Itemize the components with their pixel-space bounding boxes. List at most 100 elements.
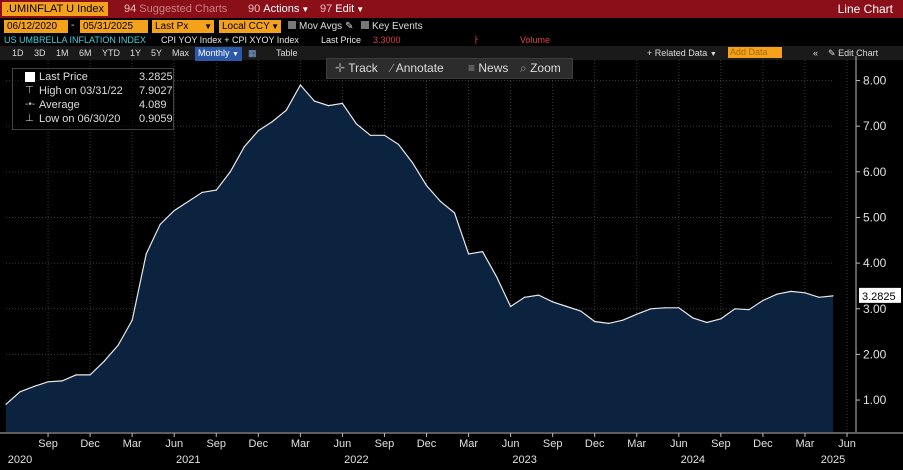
x-tick-label: Dec bbox=[80, 438, 100, 450]
controls-bar: 06/12/2020 - 05/31/2025 Last Px ▼ Local C… bbox=[0, 19, 903, 34]
period-3d[interactable]: 3D bbox=[34, 48, 46, 58]
y-tick-label: 8.00 bbox=[863, 74, 887, 88]
series-info-bar: US UMBRELLA INFLATION INDEX CPI YOY Inde… bbox=[0, 35, 903, 46]
data-point bbox=[510, 305, 512, 308]
table-view-button[interactable]: Table bbox=[276, 48, 298, 58]
news-button[interactable]: ≡ News bbox=[468, 61, 508, 76]
field-select[interactable]: Last Px ▼ bbox=[152, 20, 214, 33]
legend-high-value: 7.9027 bbox=[139, 85, 173, 97]
data-point bbox=[411, 162, 414, 164]
data-point bbox=[678, 307, 680, 309]
data-point bbox=[762, 299, 764, 302]
data-point bbox=[439, 200, 442, 203]
x-tick-label: Mar bbox=[795, 438, 814, 450]
mov-avgs-toggle[interactable]: Mov Avgs ✎ bbox=[288, 21, 354, 33]
data-point bbox=[159, 223, 161, 225]
period-6m[interactable]: 6M bbox=[79, 48, 92, 58]
collapse-icon[interactable]: « bbox=[813, 48, 819, 58]
period-max[interactable]: Max bbox=[172, 48, 190, 58]
start-date-field[interactable]: 06/12/2020 bbox=[4, 20, 68, 33]
x-tick-label: Dec bbox=[753, 438, 773, 450]
data-point bbox=[790, 290, 792, 292]
legend-high-label: High on 03/31/22 bbox=[39, 85, 123, 97]
actions-label: Actions bbox=[263, 3, 300, 15]
data-point bbox=[692, 317, 694, 319]
x-tick-label: Mar bbox=[291, 438, 310, 450]
data-point bbox=[327, 105, 329, 107]
suggested-charts-number: 94 bbox=[124, 3, 137, 15]
currency-select[interactable]: Local CCY ▼ bbox=[219, 20, 281, 33]
period-1d[interactable]: 1D bbox=[12, 48, 24, 58]
series-area bbox=[6, 85, 833, 432]
data-point bbox=[720, 318, 722, 320]
edit-chart-button[interactable]: ✎ Edit Chart bbox=[828, 47, 878, 59]
x-tick-label: Jun bbox=[670, 438, 688, 450]
pencil-icon: ✎ bbox=[345, 21, 354, 32]
x-tick-label: Mar bbox=[627, 438, 646, 450]
edit-menu[interactable]: 97 Edit ▼ bbox=[320, 2, 364, 17]
data-point bbox=[19, 391, 21, 393]
actions-number: 90 bbox=[248, 3, 261, 15]
period-5y[interactable]: 5Y bbox=[151, 48, 163, 58]
x-year-label: 2025 bbox=[821, 454, 845, 466]
key-events-toggle[interactable]: Key Events bbox=[361, 21, 423, 33]
related-data-button[interactable]: + Related Data ▼ bbox=[647, 47, 717, 61]
end-date-field[interactable]: 05/31/2025 bbox=[80, 20, 148, 33]
suggested-charts-label: Suggested Charts bbox=[139, 3, 228, 15]
legend-average: -•- Average 4.089 bbox=[13, 98, 173, 112]
data-point bbox=[496, 276, 498, 278]
data-point bbox=[580, 310, 582, 312]
data-point bbox=[706, 321, 708, 324]
data-point bbox=[47, 381, 49, 383]
data-point bbox=[622, 319, 624, 321]
data-point bbox=[832, 295, 834, 297]
actions-chevron-icon: ▼ bbox=[301, 5, 310, 14]
actions-menu[interactable]: 90 Actions ▼ bbox=[248, 2, 309, 17]
data-point bbox=[524, 296, 526, 298]
y-tick-label: 6.00 bbox=[863, 165, 887, 179]
currency-select-value: Local CCY bbox=[222, 21, 270, 32]
data-point bbox=[285, 109, 287, 111]
zoom-icon: ⌕ bbox=[520, 61, 527, 75]
x-tick-label: Jun bbox=[502, 438, 520, 450]
chart-view-icon[interactable]: ▦ bbox=[248, 48, 257, 58]
data-point bbox=[173, 210, 175, 212]
zoom-button[interactable]: ⌕ Zoom bbox=[520, 61, 561, 76]
period-1y[interactable]: 1Y bbox=[130, 48, 142, 58]
x-tick-label: Sep bbox=[206, 438, 226, 450]
track-button[interactable]: ✛ Track bbox=[335, 61, 378, 76]
frequency-value: Monthly bbox=[198, 48, 230, 58]
date-separator: - bbox=[71, 20, 75, 31]
legend-last-price-label: Last Price bbox=[39, 71, 88, 83]
x-tick-label: Sep bbox=[711, 438, 731, 450]
data-point bbox=[594, 320, 596, 323]
suggested-charts-menu[interactable]: 94 Suggested Charts bbox=[124, 2, 227, 16]
frequency-select[interactable]: Monthly ▼ bbox=[195, 47, 242, 61]
currency-chevron-icon: ▼ bbox=[271, 22, 279, 31]
news-label: News bbox=[478, 61, 509, 75]
data-point bbox=[299, 84, 301, 86]
data-point bbox=[33, 385, 35, 387]
last-price-info-value: 3.3000 bbox=[373, 35, 401, 45]
data-point bbox=[748, 309, 750, 311]
annotate-label: Annotate bbox=[395, 61, 444, 75]
x-tick-label: Mar bbox=[459, 438, 478, 450]
data-point bbox=[215, 189, 217, 191]
y-tick-label: 3.00 bbox=[863, 302, 887, 316]
field-select-value: Last Px bbox=[155, 21, 189, 32]
data-point bbox=[313, 100, 315, 102]
period-1m[interactable]: 1M bbox=[56, 48, 69, 58]
data-point bbox=[61, 380, 63, 382]
key-events-checkbox-icon bbox=[361, 21, 369, 29]
ticker-field[interactable]: .UMINFLAT U Index bbox=[2, 2, 109, 16]
period-ytd[interactable]: YTD bbox=[102, 48, 120, 58]
data-point bbox=[383, 134, 386, 136]
low-marker-icon: ⊥ bbox=[25, 113, 34, 124]
add-data-input[interactable]: Add Data bbox=[728, 47, 782, 58]
data-point bbox=[145, 253, 147, 255]
annotate-button[interactable]: ∕ Annotate bbox=[391, 61, 444, 76]
data-point bbox=[538, 294, 540, 296]
edit-chart-pencil-icon: ✎ bbox=[828, 48, 836, 58]
data-point bbox=[131, 319, 133, 321]
